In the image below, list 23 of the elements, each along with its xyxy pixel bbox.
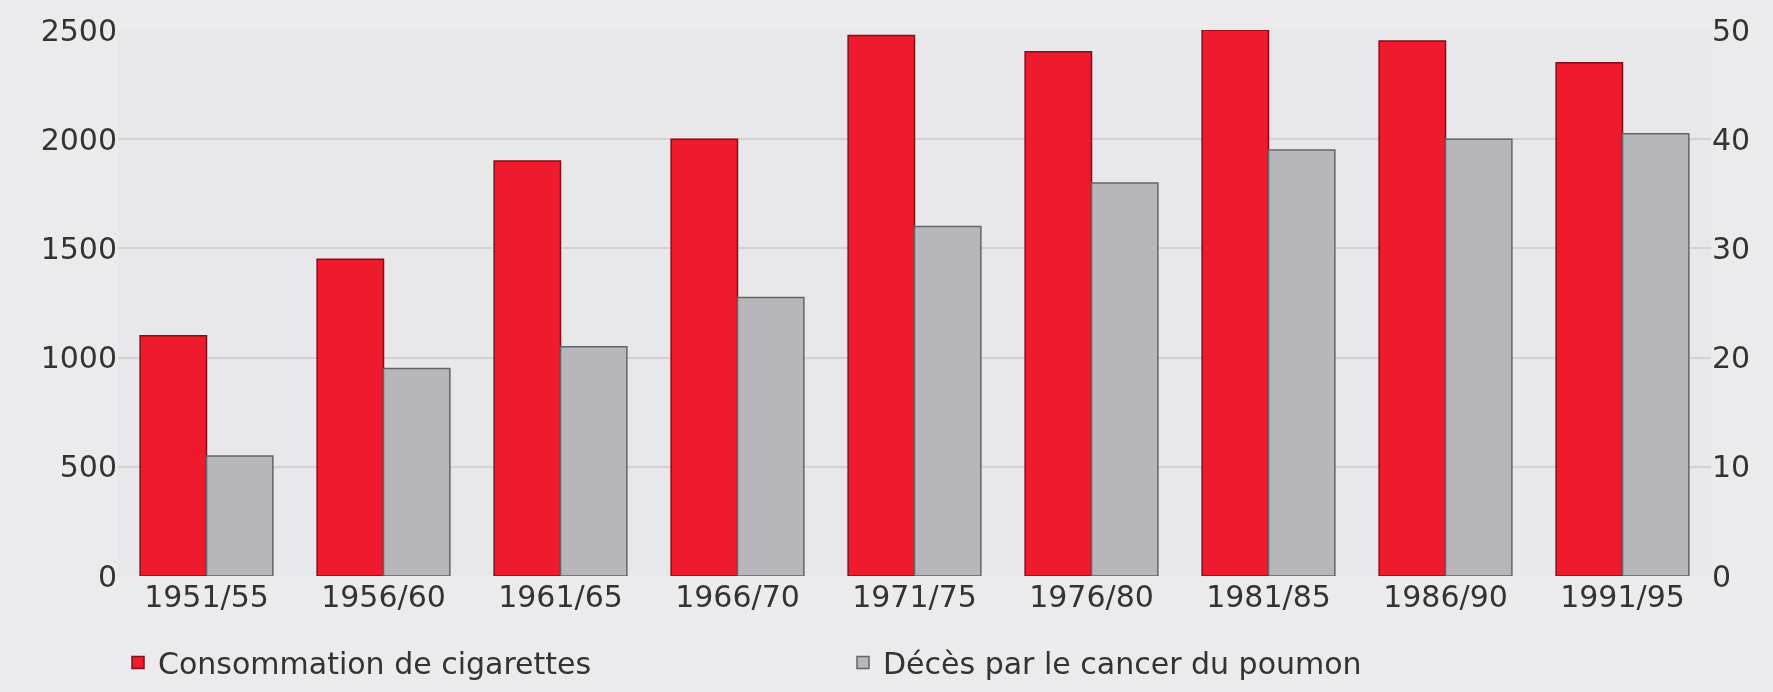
y-tick-label: 1000 xyxy=(40,340,117,376)
x-tick-label: 1961/65 xyxy=(498,579,623,614)
y2-tick-label: 0 xyxy=(1712,558,1732,594)
x-tick-label: 1971/75 xyxy=(852,579,977,614)
x-tick-label: 1956/60 xyxy=(321,579,446,614)
x-tick-label: 1951/55 xyxy=(144,579,269,614)
x-tick-label: 1976/80 xyxy=(1029,579,1154,614)
legend-label: Consommation de cigarettes xyxy=(158,646,592,682)
y2-tick-label: 40 xyxy=(1712,121,1751,157)
x-tick-label: 1981/85 xyxy=(1206,579,1331,614)
y2-tick-label: 50 xyxy=(1712,12,1751,48)
y-tick-label: 500 xyxy=(59,449,117,485)
y2-tick-label: 20 xyxy=(1712,340,1751,376)
legend-label: Décès par le cancer du poumon xyxy=(883,646,1362,682)
x-tick-label: 1966/70 xyxy=(675,579,800,614)
y2-tick-label: 10 xyxy=(1712,449,1751,485)
x-tick-label: 1986/90 xyxy=(1383,579,1508,614)
y-tick-label: 2000 xyxy=(40,121,117,157)
y-tick-label: 1500 xyxy=(40,230,117,266)
x-tick-label: 1991/95 xyxy=(1560,579,1685,614)
y2-tick-label: 30 xyxy=(1712,230,1751,266)
y-tick-label: 2500 xyxy=(40,12,117,48)
y-tick-label: 0 xyxy=(97,558,117,594)
